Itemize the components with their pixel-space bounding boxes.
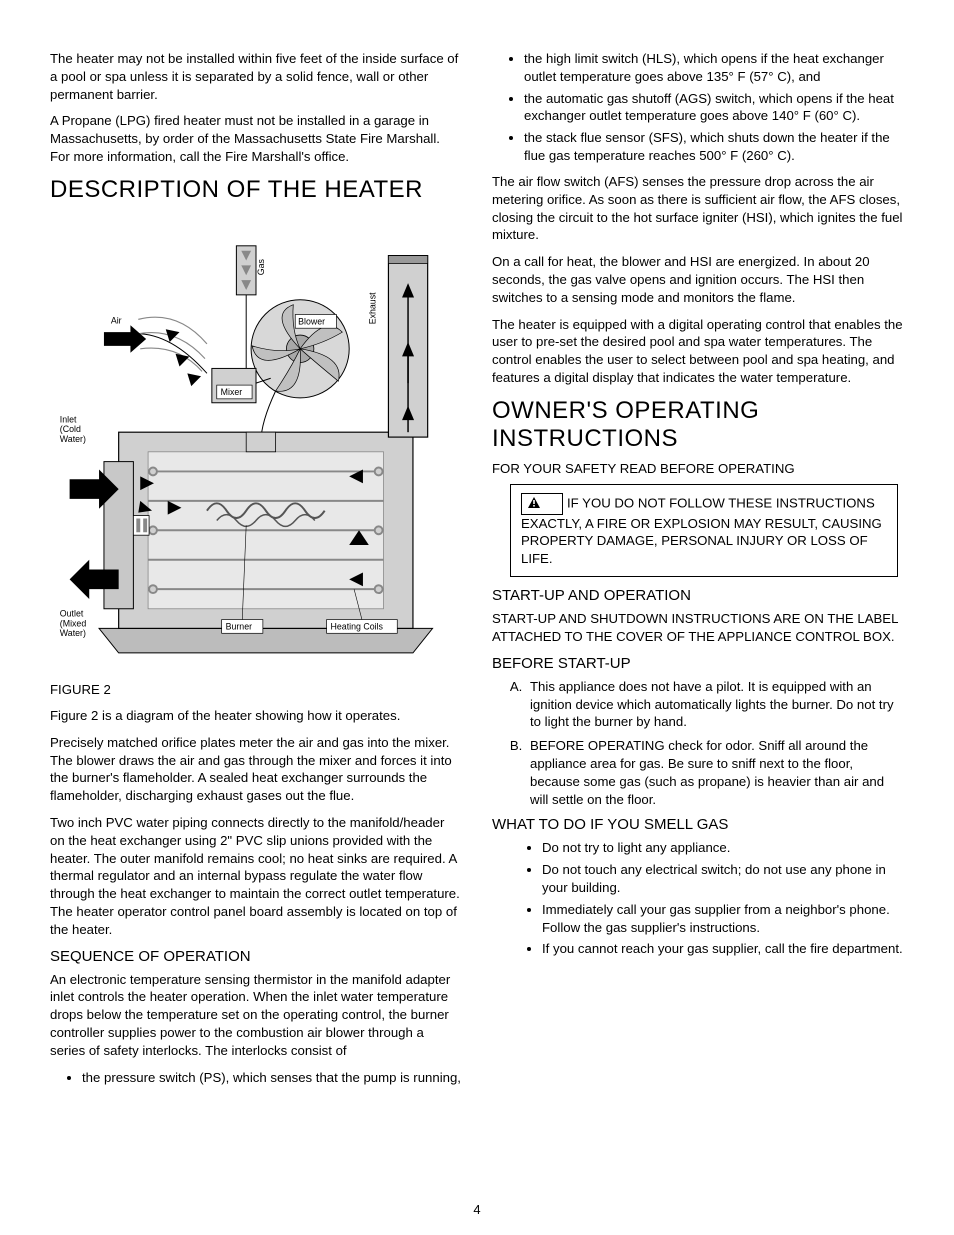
label-outlet: Outlet (Mixed Water) bbox=[60, 608, 89, 638]
before-item-b: BEFORE OPERATING check for odor. Sniff a… bbox=[526, 737, 904, 808]
description-p2: Two inch PVC water piping connects direc… bbox=[50, 814, 462, 939]
description-p1: Precisely matched orifice plates meter t… bbox=[50, 734, 462, 805]
left-column: The heater may not be installed within f… bbox=[50, 50, 462, 1095]
warning-icon bbox=[521, 493, 563, 515]
label-burner: Burner bbox=[226, 621, 253, 631]
label-heating-coils: Heating Coils bbox=[331, 621, 384, 631]
figure-caption: FIGURE 2 bbox=[50, 682, 462, 697]
smell-item-1: Do not try to light any appliance. bbox=[542, 839, 904, 857]
smell-item-4: If you cannot reach your gas supplier, c… bbox=[542, 940, 904, 958]
heading-sequence: SEQUENCE OF OPERATION bbox=[50, 948, 462, 965]
figure-description: Figure 2 is a diagram of the heater show… bbox=[50, 707, 462, 725]
intro-paragraph-2: A Propane (LPG) fired heater must not be… bbox=[50, 112, 462, 165]
warning-text: IF YOU DO NOT FOLLOW THESE INSTRUCTIONS … bbox=[521, 495, 882, 566]
label-mixer: Mixer bbox=[221, 387, 243, 397]
heading-before-startup: BEFORE START-UP bbox=[492, 655, 904, 672]
heading-description: DESCRIPTION OF THE HEATER bbox=[50, 176, 462, 204]
label-blower: Blower bbox=[298, 316, 325, 326]
page-number: 4 bbox=[0, 1202, 954, 1217]
before-item-a: This appliance does not have a pilot. It… bbox=[526, 678, 904, 731]
warning-box: IF YOU DO NOT FOLLOW THESE INSTRUCTIONS … bbox=[510, 484, 898, 577]
startup-paragraph: START-UP AND SHUTDOWN INSTRUCTIONS ARE O… bbox=[492, 610, 904, 646]
safety-read-subhead: FOR YOUR SAFETY READ BEFORE OPERATING bbox=[492, 461, 904, 476]
bullet-hls: the high limit switch (HLS), which opens… bbox=[524, 50, 904, 86]
heading-startup: START-UP AND OPERATION bbox=[492, 587, 904, 604]
label-gas: Gas bbox=[256, 258, 266, 275]
label-air: Air bbox=[111, 315, 122, 325]
sequence-paragraph: An electronic temperature sensing thermi… bbox=[50, 971, 462, 1060]
bullet-ags: the automatic gas shutoff (AGS) switch, … bbox=[524, 90, 904, 126]
label-exhaust: Exhaust bbox=[368, 292, 378, 324]
digital-control-paragraph: The heater is equipped with a digital op… bbox=[492, 316, 904, 387]
heading-smell-gas: WHAT TO DO IF YOU SMELL GAS bbox=[492, 816, 904, 833]
smell-item-2: Do not touch any electrical switch; do n… bbox=[542, 861, 904, 897]
figure-2-diagram: Blower Mixer Burner Heating Coils Gas Ex… bbox=[50, 212, 462, 672]
heading-owner-instructions: OWNER'S OPERATING INSTRUCTIONS bbox=[492, 397, 904, 453]
bullet-sfs: the stack flue sensor (SFS), which shuts… bbox=[524, 129, 904, 165]
call-for-heat-paragraph: On a call for heat, the blower and HSI a… bbox=[492, 253, 904, 306]
right-column: the high limit switch (HLS), which opens… bbox=[492, 50, 904, 1095]
smell-item-3: Immediately call your gas supplier from … bbox=[542, 901, 904, 937]
bullet-pressure-switch: the pressure switch (PS), which senses t… bbox=[82, 1069, 462, 1087]
label-inlet: Inlet (Cold Water) bbox=[60, 414, 86, 444]
afs-paragraph: The air flow switch (AFS) senses the pre… bbox=[492, 173, 904, 244]
intro-paragraph-1: The heater may not be installed within f… bbox=[50, 50, 462, 103]
